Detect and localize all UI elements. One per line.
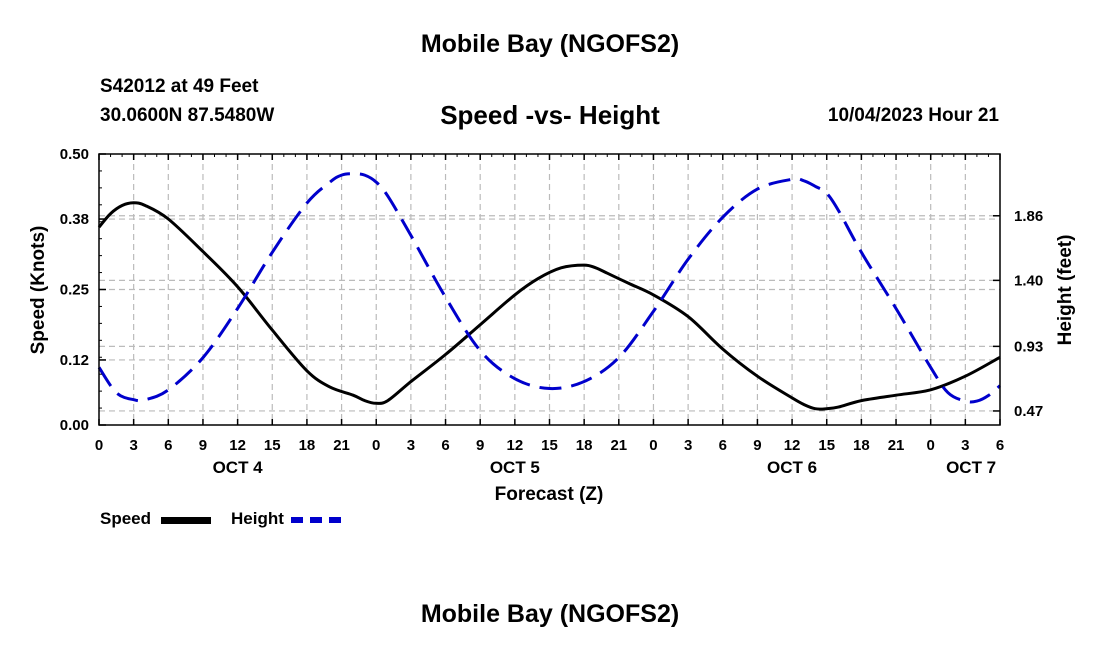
legend-speed-swatch [161, 517, 211, 524]
x-axis-label: Forecast (Z) [495, 484, 604, 505]
grid-lines [99, 154, 1000, 425]
x-tick-label: 18 [853, 437, 870, 454]
x-tick-label: 15 [818, 437, 835, 454]
x-tick-label: 21 [610, 437, 627, 454]
speed-series-line [97, 201, 1001, 411]
y-tick-label: 0.00 [60, 417, 89, 434]
station-label: S42012 at 49 Feet [100, 76, 259, 97]
x-tick-label: 3 [407, 437, 415, 454]
date-label: OCT 6 [767, 458, 817, 477]
x-tick-label: 0 [372, 437, 380, 454]
date-label: OCT 4 [213, 458, 264, 477]
page-title: Mobile Bay (NGOFS2) [420, 30, 680, 58]
y-tick-label: 0.12 [60, 352, 89, 369]
y-tick-label: 0.50 [60, 146, 89, 163]
footer-title: Mobile Bay (NGOFS2) [420, 600, 680, 628]
legend-height-label: Height [231, 509, 284, 528]
height-series-line [97, 172, 1001, 404]
x-tick-label: 9 [476, 437, 484, 454]
y2-tick-label: 1.86 [1014, 208, 1043, 225]
y2-tick-label: 0.93 [1014, 338, 1043, 355]
x-tick-label: 15 [541, 437, 558, 454]
y-axis-label: Speed (Knots) [28, 226, 49, 355]
x-tick-label: 21 [333, 437, 350, 454]
x-tick-label: 0 [649, 437, 657, 454]
coordinates-label: 30.0600N 87.5480W [100, 105, 275, 126]
chart-title: Speed -vs- Height [440, 100, 660, 130]
x-tick-label: 6 [719, 437, 727, 454]
x-tick-label: 18 [576, 437, 593, 454]
x-tick-label: 3 [961, 437, 969, 454]
x-tick-label: 3 [684, 437, 692, 454]
x-tick-label: 6 [996, 437, 1004, 454]
x-tick-label: 12 [507, 437, 524, 454]
date-label: OCT 5 [490, 458, 540, 477]
x-tick-label: 3 [129, 437, 137, 454]
series-layer [97, 172, 1001, 411]
x-tick-label: 0 [95, 437, 103, 454]
x-tick-label: 9 [753, 437, 761, 454]
forecast-datetime: 10/04/2023 Hour 21 [827, 105, 999, 126]
y2-tick-label: 0.47 [1014, 403, 1043, 420]
x-tick-label: 15 [264, 437, 281, 454]
x-tick-label: 21 [888, 437, 905, 454]
x-tick-label: 18 [299, 437, 316, 454]
axes: 0 3 6 9 12 15 18 21 0 3 6 9 12 15 18 21 0 3 6 9 12 15 18 21 0 3 60… [60, 146, 1043, 477]
legend-speed-label: Speed [100, 509, 152, 528]
x-tick-label: 0 [927, 437, 935, 454]
y-tick-label: 0.38 [60, 211, 89, 228]
y2-axis-label: Height (feet) [1055, 235, 1076, 346]
x-tick-label: 12 [784, 437, 801, 454]
x-tick-label: 12 [229, 437, 246, 454]
date-label: OCT 7 [946, 458, 996, 477]
x-tick-label: 9 [199, 437, 207, 454]
y2-tick-label: 1.40 [1014, 272, 1043, 289]
legend-height-swatch [291, 517, 341, 523]
y-tick-label: 0.25 [60, 282, 89, 299]
x-tick-label: 6 [441, 437, 449, 454]
x-tick-label: 6 [164, 437, 172, 454]
